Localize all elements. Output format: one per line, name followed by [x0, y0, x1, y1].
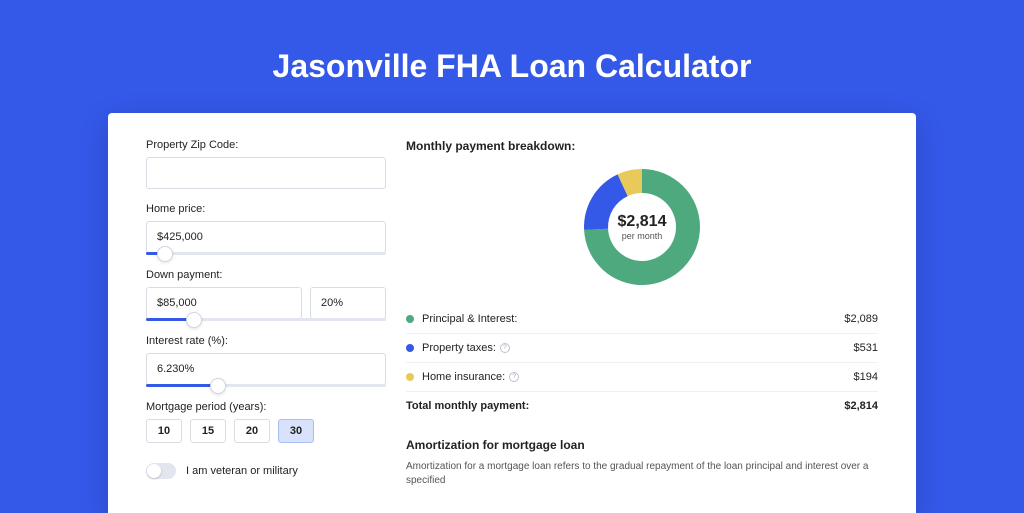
legend-home-insurance: Home insurance: ? $194: [406, 362, 878, 391]
page-title: Jasonville FHA Loan Calculator: [0, 0, 1024, 113]
down-payment-slider[interactable]: [146, 318, 386, 321]
legend-label: Home insurance:: [422, 371, 505, 383]
legend-dot: [406, 344, 414, 352]
legend-property-taxes: Property taxes: ? $531: [406, 333, 878, 362]
info-icon[interactable]: ?: [500, 343, 510, 353]
slider-fill: [146, 384, 218, 387]
down-payment-pct-input[interactable]: [310, 287, 386, 319]
interest-input[interactable]: [146, 353, 386, 385]
legend-value: $531: [854, 342, 878, 354]
breakdown-column: Monthly payment breakdown: $2,814 per mo…: [406, 139, 878, 513]
payment-donut-chart: $2,814 per month: [582, 167, 702, 287]
legend-label: Principal & Interest:: [422, 313, 517, 325]
amortization-text: Amortization for a mortgage loan refers …: [406, 460, 878, 488]
period-label: Mortgage period (years):: [146, 401, 386, 413]
period-20[interactable]: 20: [234, 419, 270, 443]
legend-label: Property taxes:: [422, 342, 496, 354]
slider-thumb[interactable]: [210, 378, 226, 394]
veteran-toggle[interactable]: [146, 463, 176, 479]
info-icon[interactable]: ?: [509, 372, 519, 382]
total-value: $2,814: [844, 400, 878, 412]
slider-thumb[interactable]: [186, 312, 202, 328]
slider-thumb[interactable]: [157, 246, 173, 262]
interest-label: Interest rate (%):: [146, 335, 386, 347]
donut-sub: per month: [622, 231, 663, 241]
period-10[interactable]: 10: [146, 419, 182, 443]
legend-value: $194: [854, 371, 878, 383]
legend-total: Total monthly payment: $2,814: [406, 391, 878, 420]
amortization-title: Amortization for mortgage loan: [406, 438, 878, 452]
breakdown-title: Monthly payment breakdown:: [406, 139, 878, 153]
total-label: Total monthly payment:: [406, 400, 529, 412]
legend-dot: [406, 373, 414, 381]
donut-amount: $2,814: [618, 213, 667, 231]
down-payment-label: Down payment:: [146, 269, 386, 281]
period-30[interactable]: 30: [278, 419, 314, 443]
zip-input[interactable]: [146, 157, 386, 189]
legend-principal-interest: Principal & Interest: $2,089: [406, 305, 878, 333]
interest-slider[interactable]: [146, 384, 386, 387]
period-options: 10 15 20 30: [146, 419, 386, 443]
veteran-label: I am veteran or military: [186, 465, 298, 477]
down-payment-amount-input[interactable]: [146, 287, 302, 319]
home-price-label: Home price:: [146, 203, 386, 215]
form-column: Property Zip Code: Home price: Down paym…: [146, 139, 386, 513]
zip-label: Property Zip Code:: [146, 139, 386, 151]
period-15[interactable]: 15: [190, 419, 226, 443]
calculator-card: Property Zip Code: Home price: Down paym…: [108, 113, 916, 513]
toggle-knob: [147, 464, 161, 478]
legend-dot: [406, 315, 414, 323]
legend-value: $2,089: [844, 313, 878, 325]
home-price-slider[interactable]: [146, 252, 386, 255]
home-price-input[interactable]: [146, 221, 386, 253]
